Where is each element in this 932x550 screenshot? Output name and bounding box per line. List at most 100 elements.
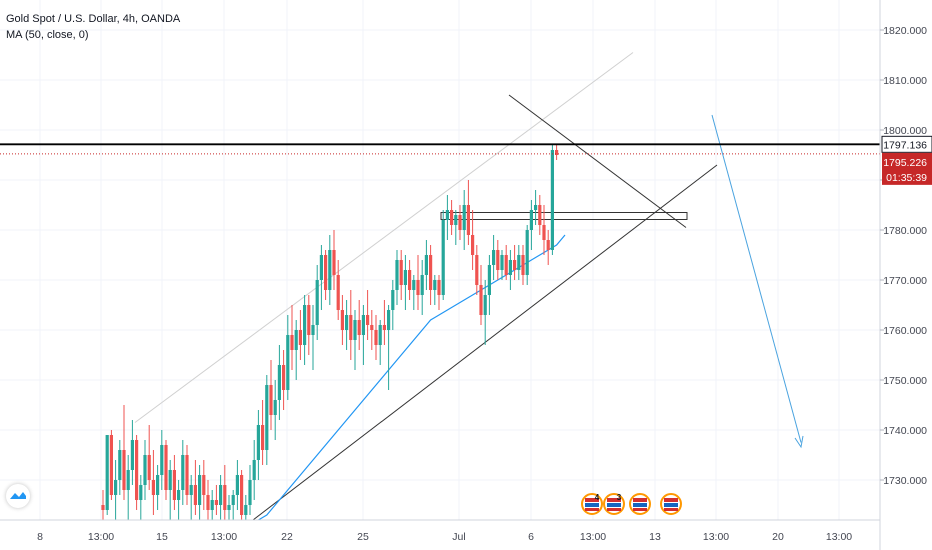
candle [223, 465, 227, 520]
flag-stripe [585, 503, 599, 507]
candle-body [177, 490, 181, 500]
candle-body [189, 485, 193, 495]
x-tick-label: 8 [37, 531, 43, 543]
candle [248, 465, 252, 515]
candle-body [244, 505, 248, 515]
candle-body [382, 325, 386, 330]
candle [500, 250, 504, 280]
us-flag-event-icon[interactable] [660, 493, 682, 515]
candle-body [307, 305, 311, 335]
candle-body [210, 500, 214, 510]
candle [252, 440, 256, 500]
candles-layer [101, 145, 559, 520]
candle [412, 275, 416, 310]
candle [458, 205, 462, 240]
candle [445, 195, 449, 240]
candle [139, 475, 143, 520]
candle-body [454, 215, 458, 225]
candle-body [433, 280, 437, 290]
flag-stripe [607, 498, 621, 502]
candle [521, 245, 525, 285]
us-flag-event-icon[interactable]: 4 [581, 493, 603, 515]
candle-body [340, 310, 344, 330]
candle-body [462, 205, 466, 230]
event-count-label: 3 [617, 493, 622, 502]
candle-body [336, 275, 340, 310]
candle [429, 245, 433, 305]
candle-body [277, 365, 281, 400]
candle-body [500, 255, 504, 270]
candle [160, 430, 164, 490]
y-tick-label: 1770.000 [883, 275, 927, 287]
tradingview-logo-icon[interactable] [6, 484, 30, 508]
candle [450, 200, 454, 235]
x-tick-label: 13:00 [88, 531, 114, 543]
candle [126, 455, 130, 520]
flag-stripe [633, 508, 647, 511]
y-tick-label: 1750.000 [883, 375, 927, 387]
candle [303, 295, 307, 365]
x-tick-label: 13:00 [703, 531, 729, 543]
candle [181, 440, 185, 505]
candle-body [420, 275, 424, 295]
candle [487, 255, 491, 315]
candle-body [328, 250, 332, 290]
y-tick-label: 1760.000 [883, 325, 927, 337]
candle-body [412, 280, 416, 290]
candle [193, 460, 197, 515]
candle [206, 480, 210, 520]
candle-body [361, 315, 365, 335]
candle [492, 235, 496, 280]
candle-body [429, 255, 433, 290]
candle [219, 475, 223, 520]
candle [202, 460, 206, 510]
candle [336, 260, 340, 320]
candle-body [441, 220, 445, 295]
candle [408, 260, 412, 300]
y-tick-label: 1730.000 [883, 475, 927, 487]
us-flag-event-icon[interactable]: 3 [603, 493, 625, 515]
candle [517, 245, 521, 280]
x-tick-label: 13:00 [211, 531, 237, 543]
flag-stripe [585, 498, 599, 502]
x-tick-label: 25 [357, 531, 369, 543]
candle-body [395, 260, 399, 290]
flag-stripe [664, 498, 678, 502]
candle-body [172, 470, 176, 500]
symbol-title[interactable]: Gold Spot / U.S. Dollar, 4h, OANDA [6, 13, 181, 25]
candle [538, 195, 542, 235]
candle [319, 245, 323, 310]
flag-stripe [607, 508, 621, 511]
x-tick-label: 20 [772, 531, 784, 543]
candle [424, 240, 428, 290]
candle-body [168, 470, 172, 490]
candle [340, 295, 344, 345]
candle-body [538, 205, 542, 225]
candle [307, 295, 311, 355]
candle [240, 470, 244, 520]
candle-body [487, 265, 491, 295]
candle [466, 180, 470, 245]
candle-body [105, 435, 109, 510]
candle [437, 275, 441, 310]
us-flag-event-icon[interactable] [629, 493, 651, 515]
candle-body [345, 315, 349, 330]
candle-body [290, 335, 294, 350]
candle-body [315, 280, 319, 325]
supply-zone-box [440, 212, 688, 220]
candle-body [185, 455, 189, 495]
candle-body [130, 440, 134, 470]
indicator-title[interactable]: MA (50, close, 0) [6, 29, 89, 41]
candle [118, 440, 122, 495]
countdown-label: 01:35:39 [886, 172, 927, 184]
candle-body [555, 150, 559, 155]
candle [441, 210, 445, 300]
candle-body [147, 455, 151, 480]
candle-body [399, 260, 403, 285]
flag-stripe [664, 508, 678, 511]
candle-body [109, 435, 113, 495]
x-tick-label: 13:00 [826, 531, 852, 543]
